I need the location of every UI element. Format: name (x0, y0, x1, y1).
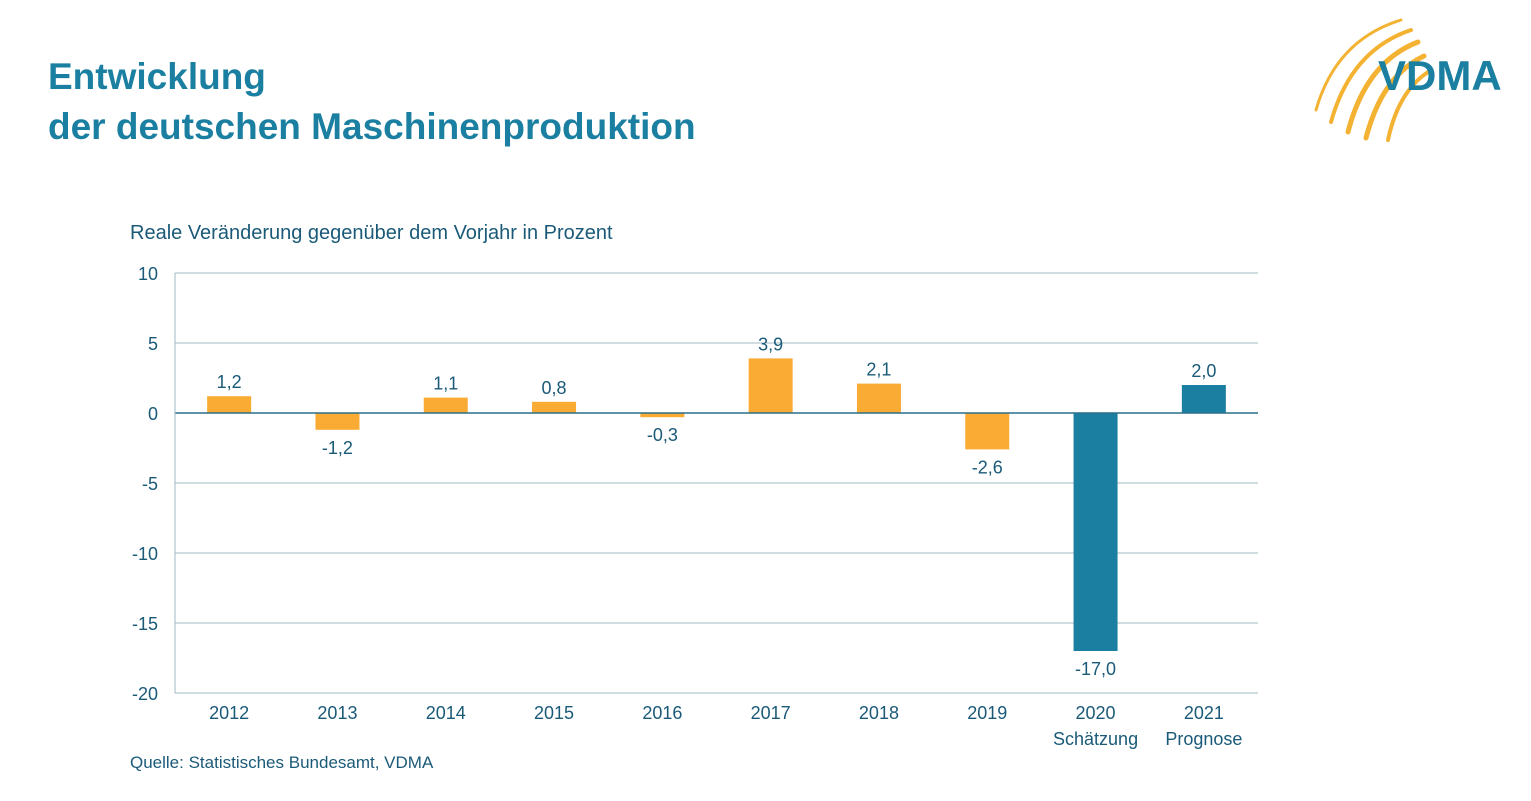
bar-2013 (315, 413, 360, 430)
x-axis-ticks: 2012 2013 2014 2015 2016 2017 2018 2019 2020 Schä… (209, 703, 1242, 749)
logo-arcs (1314, 18, 1430, 142)
bar-2018 (856, 383, 901, 413)
data-label-2016: -0,3 (647, 425, 678, 445)
bar-2015 (532, 401, 577, 413)
data-label-2020: -17,0 (1075, 659, 1116, 679)
x-tick-sublabel: Schätzung (1053, 729, 1138, 749)
title-line-2: der deutschen Maschinenproduktion (48, 106, 696, 147)
x-tick-label: 2018 (859, 703, 899, 723)
x-tick-sublabel: Prognose (1165, 729, 1242, 749)
vdma-logo: VDMA (1314, 18, 1502, 142)
x-tick-label: 2019 (967, 703, 1007, 723)
bar-2021 (1181, 385, 1226, 413)
x-tick-label: 2014 (426, 703, 466, 723)
bar-2020 (1073, 413, 1118, 651)
x-tick-label: 2015 (534, 703, 574, 723)
y-tick-label: -15 (132, 614, 158, 634)
x-tick-label: 2021 (1184, 703, 1224, 723)
y-axis-ticks: 10 5 0 -5 -10 -15 -20 (132, 264, 158, 704)
data-label-2021: 2,0 (1191, 361, 1216, 381)
page-title: Entwicklung der deutschen Maschinenprodu… (48, 52, 696, 152)
bar-2014 (423, 397, 468, 413)
bar-2012 (207, 396, 252, 413)
chart-subtitle: Reale Veränderung gegenüber dem Vorjahr … (130, 222, 613, 244)
y-tick-label: -10 (132, 544, 158, 564)
y-tick-label: 10 (138, 264, 158, 284)
x-tick-label: 2012 (209, 703, 249, 723)
x-tick-label: 2013 (317, 703, 357, 723)
title-line-1: Entwicklung (48, 56, 266, 97)
data-label-2017: 3,9 (758, 334, 783, 354)
x-tick-label: 2017 (751, 703, 791, 723)
x-tick-label: 2020 (1076, 703, 1116, 723)
data-label-2015: 0,8 (542, 378, 567, 398)
y-tick-label: -20 (132, 684, 158, 704)
source-note: Quelle: Statistisches Bundesamt, VDMA (130, 753, 434, 772)
data-label-2018: 2,1 (866, 360, 891, 380)
bar-2016 (640, 413, 685, 418)
data-label-2013: -1,2 (322, 438, 353, 458)
data-label-2014: 1,1 (433, 374, 458, 394)
x-tick-label: 2016 (642, 703, 682, 723)
bars (207, 358, 1226, 651)
bar-2017 (748, 358, 793, 413)
data-label-2012: 1,2 (217, 372, 242, 392)
value-labels: 1,2 -1,2 1,1 0,8 -0,3 3,9 2,1 -2,6 -17,0 2,0 (217, 334, 1217, 679)
y-tick-label: 5 (148, 334, 158, 354)
logo-text: VDMA (1378, 52, 1502, 99)
y-tick-label: 0 (148, 404, 158, 424)
bar-2019 (965, 413, 1010, 450)
y-tick-label: -5 (142, 474, 158, 494)
data-label-2019: -2,6 (972, 457, 1003, 477)
